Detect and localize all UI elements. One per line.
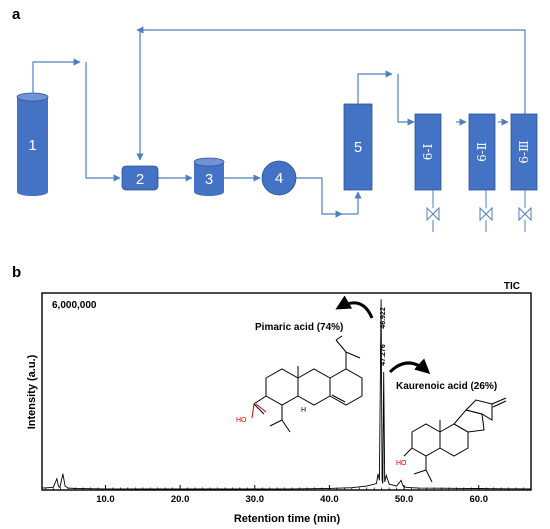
node-1-label: 1: [28, 137, 36, 154]
node-3-label: 3: [205, 171, 213, 188]
kaurenoic-acid-structure: HO: [396, 397, 507, 483]
flow-to-2: [85, 62, 121, 182]
valve-2: [479, 190, 493, 232]
node-4-label: 4: [275, 170, 283, 187]
arrow-to-pimaric: [335, 295, 374, 319]
y-max-label: 6,000,000: [52, 300, 97, 311]
pimaric-acid-structure: HO H: [236, 335, 363, 433]
kaurenoic-ho-label: HO: [396, 460, 407, 467]
pimaric-h-label: H: [301, 407, 306, 414]
node-3: 3: [193, 157, 225, 196]
x-tick-label: 30.0: [246, 494, 265, 505]
node-5-label: 5: [354, 139, 362, 156]
vessel-1: 1: [16, 92, 49, 196]
peak-2-label: 47.276: [380, 344, 387, 366]
valves: [426, 190, 532, 232]
x-tick-label: 50.0: [395, 494, 414, 505]
node-2-label: 2: [136, 171, 144, 188]
column-6-1-label: 6-Ⅰ: [421, 144, 435, 161]
column-6-3: 6-Ⅲ: [510, 113, 538, 191]
column-6-2: 6-Ⅱ: [468, 113, 496, 191]
flow-4-5: [296, 177, 343, 218]
x-tick-label: 60.0: [469, 494, 488, 505]
panel-a-letter: a: [12, 6, 21, 23]
x-tick-label: 10.0: [96, 494, 115, 505]
tic-label: TIC: [504, 281, 520, 292]
tic-trace: [41, 299, 532, 490]
y-axis-title: Intensity (a.u.): [26, 354, 38, 429]
column-6-1: 6-Ⅰ: [414, 113, 442, 191]
panel-b-letter: b: [12, 264, 21, 281]
flow-1-top: [32, 58, 81, 93]
valve-3: [518, 190, 532, 232]
node-5: 5: [343, 103, 373, 191]
node-4: 4: [261, 160, 297, 196]
peak-1-label: 46.922: [380, 307, 387, 329]
node-2: 2: [121, 165, 159, 191]
panel-b: b TIC 6,000,000 Intensity (a.u.) Retenti…: [12, 264, 532, 525]
pimaric-ho-label: HO: [236, 417, 247, 424]
plot-frame: [41, 292, 532, 491]
x-axis-title: Retention time (min): [234, 513, 341, 525]
recycle-top: [136, 26, 526, 114]
x-ticks: 10.0 20.0 30.0 40.0 50.0 60.0: [45, 485, 532, 505]
arrow-to-kaurenoic: [388, 358, 431, 375]
flow-to-col1: [397, 74, 415, 126]
valve-1: [426, 190, 440, 232]
flow-5-out: [357, 70, 393, 104]
panel-a: a 1: [12, 6, 538, 232]
compound-1-label: Pimaric acid (74%): [255, 322, 343, 333]
column-6-3-label: 6-Ⅲ: [517, 140, 531, 163]
x-tick-label: 20.0: [171, 494, 190, 505]
flow-lines: [32, 26, 526, 218]
compound-2-label: Kaurenoic acid (26%): [396, 381, 497, 392]
x-tick-label: 40.0: [320, 494, 339, 505]
column-6-2-label: 6-Ⅱ: [475, 142, 489, 162]
